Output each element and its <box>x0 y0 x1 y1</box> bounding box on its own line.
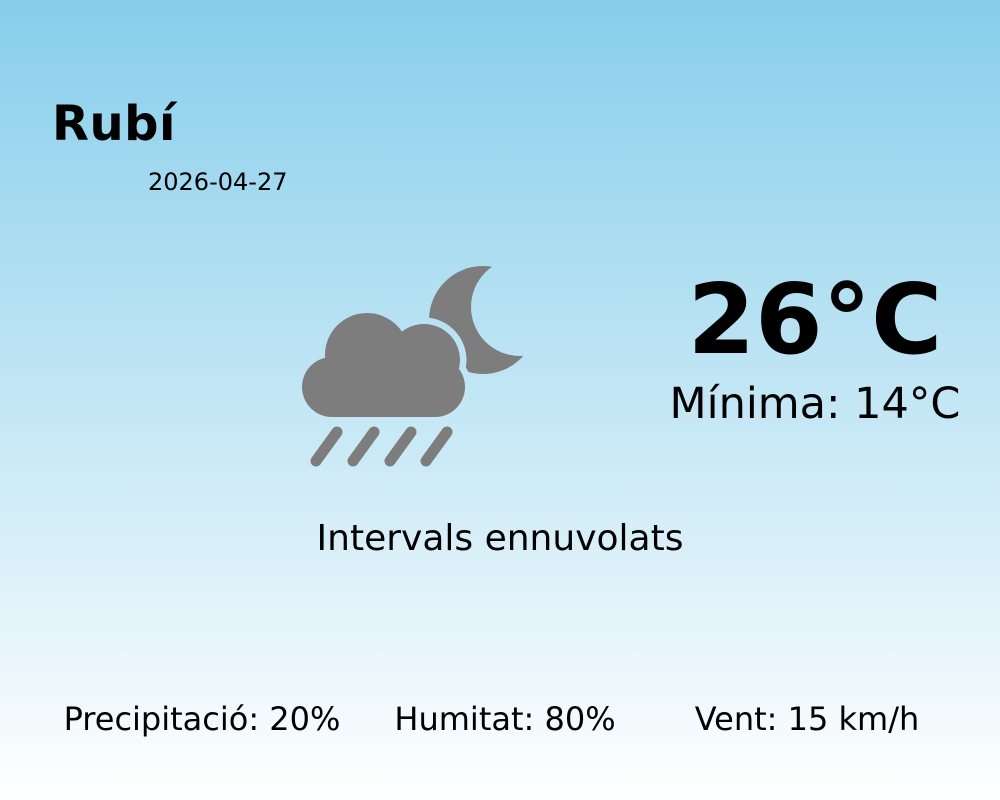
wind-detail: Vent: 15 km/h <box>694 700 920 738</box>
cloud-shape <box>302 313 465 417</box>
city-name: Rubí <box>52 96 176 152</box>
forecast-date: 2026-04-27 <box>148 168 288 196</box>
current-temperature: 26°C <box>687 263 943 376</box>
rain-streaks <box>310 426 453 467</box>
weather-condition: Intervals ennuvolats <box>316 518 684 559</box>
cloud-moon-rain-icon <box>302 266 537 467</box>
humidity-detail: Humitat: 80% <box>394 700 616 738</box>
minimum-temperature: Mínima: 14°C <box>669 379 961 429</box>
precipitation-detail: Precipitació: 20% <box>63 700 341 738</box>
